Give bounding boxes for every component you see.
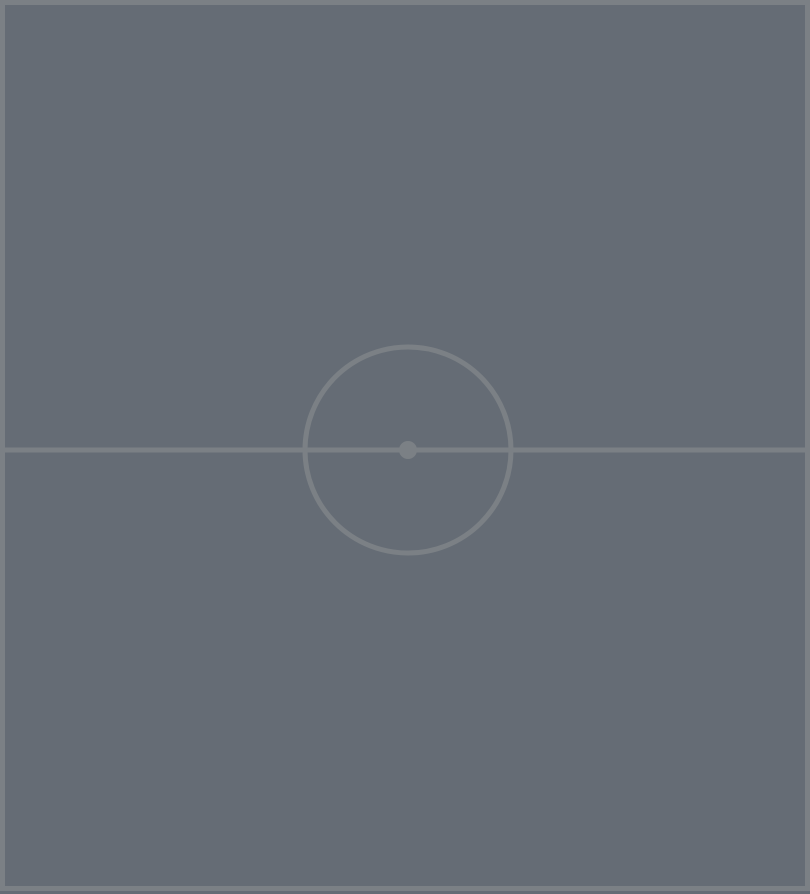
center-spot [399, 441, 417, 459]
center-circle [302, 344, 514, 556]
